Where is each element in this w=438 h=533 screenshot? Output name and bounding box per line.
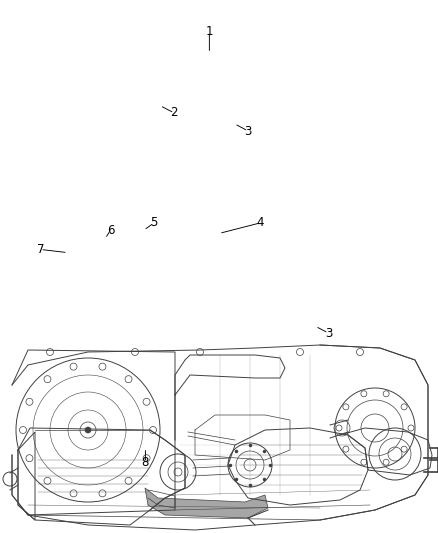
Text: 1: 1 — [205, 26, 213, 38]
Text: 2: 2 — [170, 107, 178, 119]
Text: 8: 8 — [142, 456, 149, 469]
Text: 5: 5 — [151, 216, 158, 229]
Text: 3: 3 — [245, 125, 252, 138]
Circle shape — [85, 427, 91, 433]
Polygon shape — [145, 488, 268, 518]
Text: 4: 4 — [257, 216, 265, 229]
Text: 7: 7 — [36, 243, 44, 256]
Text: 6: 6 — [106, 224, 114, 237]
Text: 3: 3 — [325, 327, 332, 340]
